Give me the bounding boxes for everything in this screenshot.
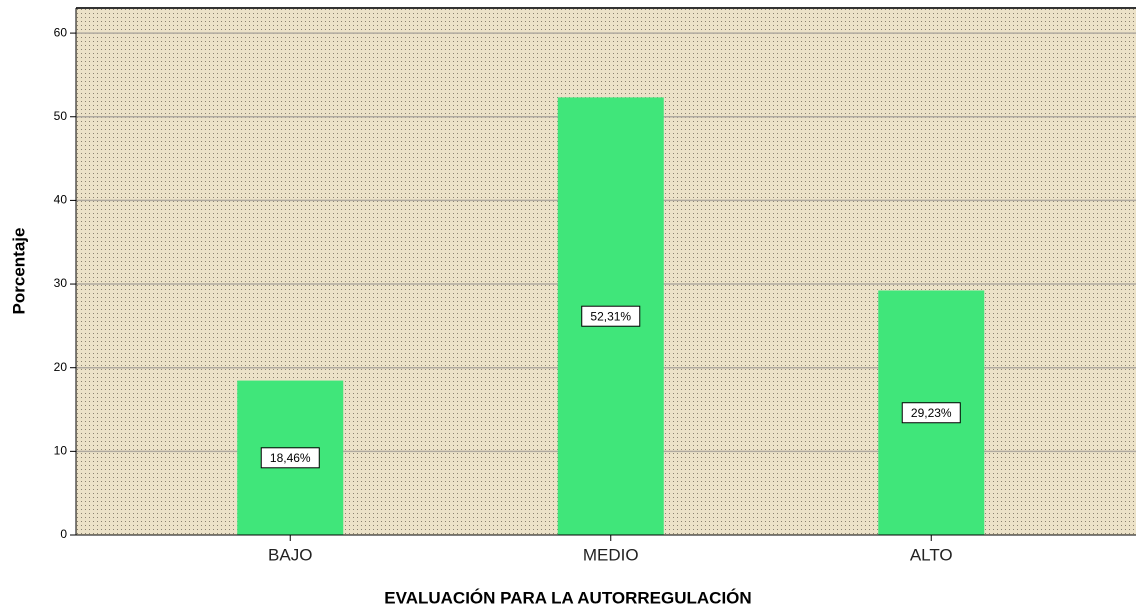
value-label-box (581, 305, 641, 327)
value-label-box (901, 402, 961, 424)
x-tick-label: ALTO (910, 545, 953, 564)
y-tick-label: 60 (54, 25, 68, 39)
y-tick-label: 20 (54, 360, 68, 374)
x-tick-label: MEDIO (583, 545, 639, 564)
y-tick-label: 50 (54, 109, 68, 123)
value-label: 52,31% (590, 309, 631, 323)
y-tick-label: 0 (60, 527, 67, 541)
x-axis-title: EVALUACIÓN PARA LA AUTORREGULACIÓN (384, 588, 751, 607)
y-axis-title: Porcentaje (9, 228, 28, 315)
value-label: 29,23% (911, 406, 952, 420)
y-tick-label: 10 (54, 444, 68, 458)
y-tick-label: 40 (54, 193, 68, 207)
x-tick-label: BAJO (268, 545, 312, 564)
value-label-box (260, 447, 320, 469)
y-tick-label: 30 (54, 276, 68, 290)
value-label: 18,46% (270, 451, 311, 465)
